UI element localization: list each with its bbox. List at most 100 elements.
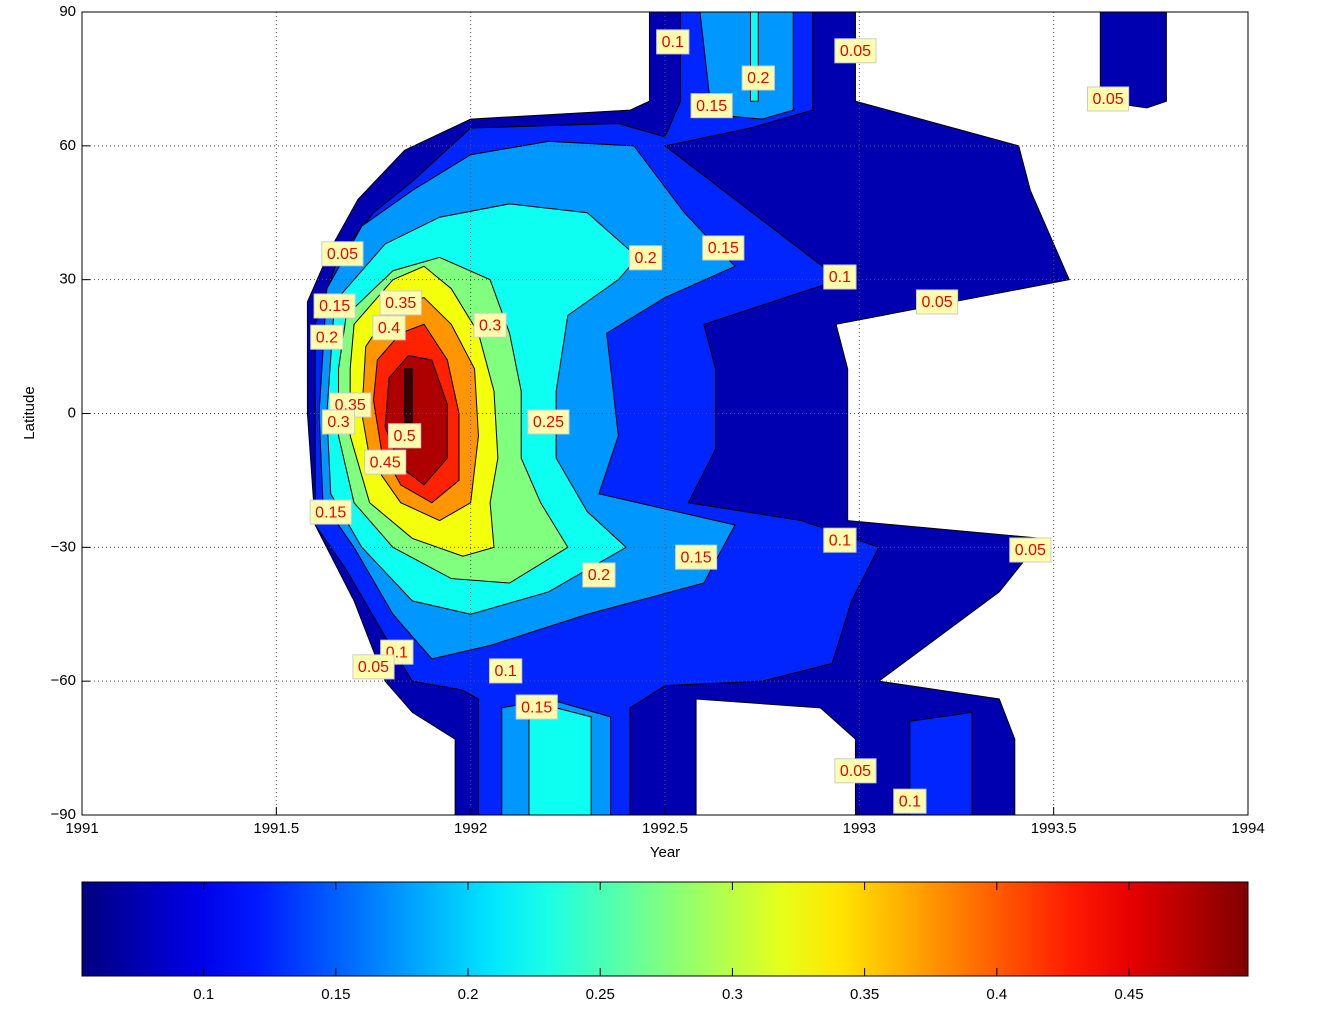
contour-label: 0.05 <box>915 289 959 315</box>
y-tick-label: 30 <box>59 271 76 288</box>
contour-region <box>1099 12 1167 109</box>
contour-label: 0.05 <box>834 38 877 64</box>
colorbar-tick-label: 0.3 <box>722 986 743 1003</box>
contour-label: 0.15 <box>675 544 718 570</box>
contour-label: 0.1 <box>823 264 857 290</box>
contour-label-box <box>321 409 356 435</box>
contour-label-text: 0.3 <box>479 317 501 334</box>
contour-label: 0.1 <box>489 658 523 684</box>
contour-label: 0.1 <box>823 527 857 553</box>
contour-label-box <box>834 38 877 64</box>
x-tick-label: 1992.5 <box>642 820 688 837</box>
contour-label: 0.2 <box>310 324 344 350</box>
contour-label-box <box>473 312 507 338</box>
contour-label-text: 0.05 <box>840 763 871 780</box>
x-tick-label: 1993.5 <box>1031 820 1077 837</box>
contour-label: 0.15 <box>309 499 352 525</box>
contour-label-box <box>628 245 663 271</box>
contour-label-text: 0.05 <box>1093 91 1124 108</box>
contour-label-box <box>309 499 352 525</box>
contour-label-text: 0.35 <box>385 295 416 312</box>
contour-label: 0.1 <box>893 788 927 814</box>
contour-label-box <box>582 562 616 588</box>
contour-label-text: 0.15 <box>319 298 350 315</box>
colorbar-tick-label: 0.15 <box>321 986 350 1003</box>
colorbar-tick-label: 0.35 <box>850 986 879 1003</box>
contour-label: 0.2 <box>741 65 775 91</box>
contour-label-text: 0.1 <box>899 793 921 810</box>
contour-label-box <box>515 694 558 720</box>
x-tick-label: 1994 <box>1231 820 1264 837</box>
contour-label-box <box>372 315 406 341</box>
x-tick-label: 1991 <box>65 820 98 837</box>
contour-label-text: 0.25 <box>533 414 564 431</box>
contour-label-box <box>527 409 570 435</box>
contour-label-text: 0.05 <box>327 246 358 263</box>
y-tick-label: 0 <box>68 404 76 421</box>
contour-label-box <box>690 93 733 119</box>
contour-label-text: 0.15 <box>696 98 727 115</box>
contour-label-box <box>313 293 356 319</box>
contour-label: 0.05 <box>352 654 395 680</box>
contour-label: 0.15 <box>313 293 356 319</box>
contour-label: 0.35 <box>379 290 422 316</box>
colorbar <box>81 881 1249 977</box>
contour-label: 0.3 <box>473 312 507 338</box>
contour-label: 0.2 <box>582 562 616 588</box>
contour-label-box <box>834 758 877 784</box>
contour-label: 0.05 <box>1087 86 1130 112</box>
contour-label-text: 0.05 <box>1015 542 1046 559</box>
x-axis-label: Year <box>650 844 680 861</box>
colorbar-tick-label: 0.25 <box>586 986 615 1003</box>
contour-label-text: 0.15 <box>315 504 346 521</box>
x-tick-label: 1993 <box>843 820 876 837</box>
y-tick-label: 60 <box>59 137 76 154</box>
contour-label-box <box>1087 86 1130 112</box>
contour-label-text: 0.2 <box>634 250 656 267</box>
contour-label-box <box>915 289 959 315</box>
contour-label: 0.2 <box>628 245 663 271</box>
x-tick-label: 1991.5 <box>253 820 299 837</box>
contour-label: 0.45 <box>364 449 407 475</box>
contour-label: 0.05 <box>321 241 364 267</box>
contour-label-box <box>702 235 745 261</box>
colorbar-tick-label: 0.1 <box>193 986 214 1003</box>
contour-label-box <box>675 544 718 570</box>
contour-label-text: 0.15 <box>521 699 552 716</box>
y-axis-label: Latitude <box>21 386 38 439</box>
contour-label: 0.1 <box>656 29 690 55</box>
contour-label-box <box>310 324 344 350</box>
contour-label-box <box>387 423 422 449</box>
y-tick-label: 90 <box>59 3 76 20</box>
y-tick-label: −30 <box>51 538 76 555</box>
contour-label-text: 0.1 <box>495 663 517 680</box>
colorbar-tick-label: 0.2 <box>458 986 479 1003</box>
contour-label-text: 0.15 <box>708 240 739 257</box>
colorbar-tick-label: 0.4 <box>986 986 1007 1003</box>
contour-label-text: 0.05 <box>358 659 389 676</box>
y-tick-label: −90 <box>51 806 76 823</box>
contour-label: 0.4 <box>372 315 406 341</box>
contour-label-box <box>489 658 523 684</box>
contour-label-box <box>380 639 414 665</box>
contour-label-text: 0.1 <box>829 532 851 549</box>
contour-label-box <box>823 527 857 553</box>
contour-label-text: 0.3 <box>327 414 349 431</box>
contour-label-text: 0.05 <box>840 43 871 60</box>
contour-label-text: 0.4 <box>378 320 400 337</box>
contour-region <box>404 368 413 423</box>
contour-label-text: 0.1 <box>829 269 851 286</box>
contour-label-text: 0.15 <box>681 549 712 566</box>
y-tick-label: −60 <box>51 672 76 689</box>
contour-label-text: 0.2 <box>316 329 338 346</box>
contour-label-text: 0.2 <box>588 567 610 584</box>
contour-label-box <box>379 290 422 316</box>
contour-label-box <box>321 241 364 267</box>
contour-label-text: 0.45 <box>370 454 401 471</box>
contour-label-text: 0.1 <box>662 34 684 51</box>
contour-layer <box>306 12 1167 815</box>
plot-frame <box>81 11 1249 816</box>
contour-label-box <box>656 29 690 55</box>
